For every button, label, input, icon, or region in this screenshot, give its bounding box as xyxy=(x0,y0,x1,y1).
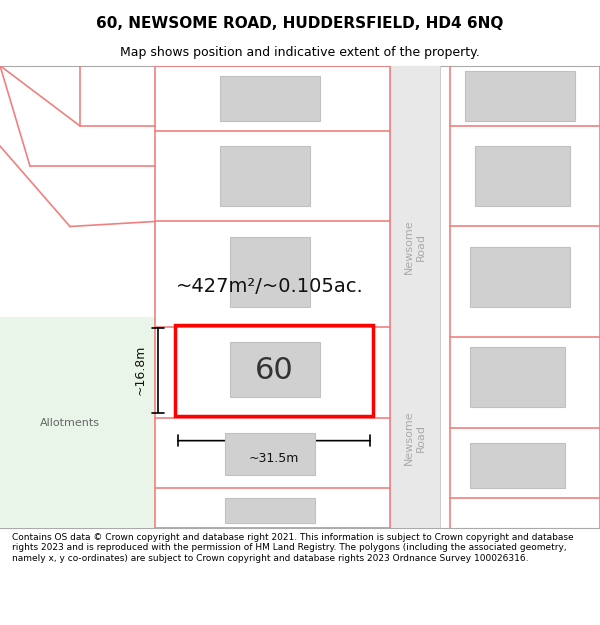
Bar xyxy=(390,56,440,538)
Text: Newsome
Road: Newsome Road xyxy=(404,219,426,274)
Text: Allotments: Allotments xyxy=(40,418,100,428)
Text: 60, NEWSOME ROAD, HUDDERSFIELD, HD4 6NQ: 60, NEWSOME ROAD, HUDDERSFIELD, HD4 6NQ xyxy=(97,16,503,31)
Bar xyxy=(175,325,373,416)
Text: 60: 60 xyxy=(254,356,293,385)
Text: ~427m²/~0.105ac.: ~427m²/~0.105ac. xyxy=(176,278,364,296)
Bar xyxy=(475,146,570,206)
Bar xyxy=(470,247,570,307)
Bar xyxy=(470,442,565,488)
Bar xyxy=(230,342,320,398)
Bar xyxy=(220,146,310,206)
Text: ~31.5m: ~31.5m xyxy=(249,452,299,465)
Bar xyxy=(220,76,320,121)
Bar xyxy=(465,71,575,121)
Bar xyxy=(470,347,565,408)
Bar xyxy=(225,432,315,475)
Bar xyxy=(230,236,310,307)
Bar xyxy=(0,317,155,528)
Bar xyxy=(225,498,315,523)
Text: Map shows position and indicative extent of the property.: Map shows position and indicative extent… xyxy=(120,46,480,59)
Text: Newsome
Road: Newsome Road xyxy=(404,411,426,465)
Text: Contains OS data © Crown copyright and database right 2021. This information is : Contains OS data © Crown copyright and d… xyxy=(12,533,574,562)
Text: ~16.8m: ~16.8m xyxy=(133,345,146,396)
